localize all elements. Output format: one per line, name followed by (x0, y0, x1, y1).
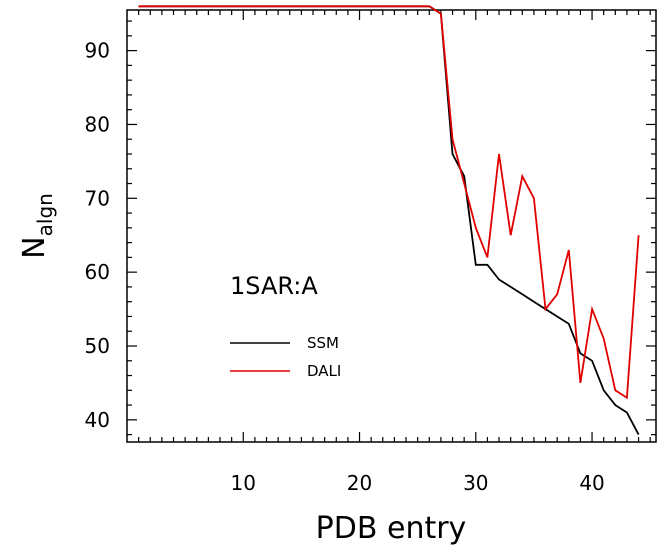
y-axis-title-main: N (17, 236, 52, 258)
y-tick-label: 90 (85, 39, 110, 63)
x-axis-title: PDB entry (316, 511, 467, 546)
series-line-dali (138, 5, 640, 400)
plot-area-frame (126, 9, 657, 443)
y-tick-label: 50 (85, 334, 110, 358)
y-axis-title: Nalgn (17, 193, 57, 259)
legend-label-dali: DALI (307, 362, 341, 380)
legend: SSM DALI (230, 334, 341, 380)
y-tick-label: 80 (85, 112, 110, 136)
y-tick-label: 60 (85, 260, 110, 284)
x-tick-label: 40 (579, 471, 604, 495)
x-tick-label: 20 (347, 471, 372, 495)
tick-marks (127, 10, 656, 442)
series-layer (138, 5, 640, 436)
tick-labels: 10 20 30 40 40 50 60 70 80 90 (85, 39, 605, 495)
x-tick-label: 10 (231, 471, 256, 495)
legend-label-ssm: SSM (307, 334, 339, 352)
x-tick-label: 30 (463, 471, 488, 495)
y-tick-label: 70 (85, 186, 110, 210)
series-line-ssm (138, 5, 640, 436)
chart-annotation: 1SAR:A (230, 272, 318, 300)
y-tick-label: 40 (85, 408, 110, 432)
y-axis-title-sub: algn (33, 193, 57, 236)
svg-text:Nalgn: Nalgn (17, 193, 57, 259)
